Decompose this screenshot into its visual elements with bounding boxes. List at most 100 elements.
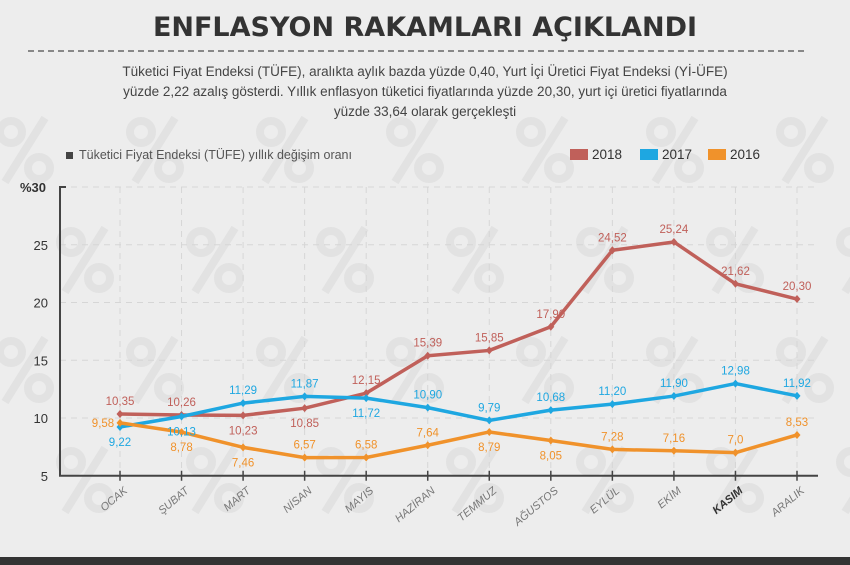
data-point bbox=[301, 392, 309, 401]
data-point bbox=[301, 453, 309, 462]
series-line-2016 bbox=[119, 421, 798, 460]
data-point bbox=[116, 409, 124, 418]
legend-2018: 2018 bbox=[570, 147, 622, 162]
legend-label: 2017 bbox=[662, 147, 693, 162]
data-label: 7,16 bbox=[663, 433, 685, 445]
data-label: 15,85 bbox=[475, 332, 504, 344]
page-title: ENFLASYON RAKAMLARI AÇIKLANDI bbox=[152, 12, 698, 43]
data-label: 10,13 bbox=[167, 426, 196, 438]
data-label: 12,15 bbox=[352, 375, 381, 387]
data-label: 9,22 bbox=[109, 437, 131, 449]
data-point bbox=[547, 406, 555, 415]
data-label: 6,58 bbox=[355, 440, 377, 452]
data-point bbox=[362, 453, 370, 462]
data-label: 6,57 bbox=[293, 440, 315, 452]
percent-watermark-icon bbox=[516, 115, 574, 185]
data-label: 24,52 bbox=[598, 232, 627, 244]
data-point bbox=[239, 399, 247, 408]
y-tick-label: %30 bbox=[20, 180, 46, 195]
x-tick-label: NİSAN bbox=[281, 485, 315, 516]
data-label: 15,39 bbox=[413, 338, 442, 350]
x-tick-label: AĞUSTOS bbox=[511, 484, 562, 529]
legend-swatch bbox=[570, 149, 588, 160]
subtitle: Tüketici Fiyat Endeksi (TÜFE), aralıkta … bbox=[122, 64, 728, 119]
data-label: 9,79 bbox=[478, 402, 500, 414]
data-point bbox=[301, 404, 309, 413]
data-label: 10,23 bbox=[229, 425, 258, 437]
data-point bbox=[608, 400, 616, 409]
bullet-icon bbox=[66, 152, 73, 159]
percent-watermark-icon bbox=[316, 225, 374, 295]
data-label: 8,53 bbox=[786, 417, 808, 429]
series-line-2017 bbox=[119, 381, 798, 429]
data-point bbox=[547, 322, 555, 331]
data-label: 25,24 bbox=[660, 224, 689, 236]
chart-title-text: Tüketici Fiyat Endeksi (TÜFE) yıllık değ… bbox=[79, 148, 352, 162]
percent-watermark-icon bbox=[516, 335, 574, 405]
legend-2017: 2017 bbox=[640, 147, 692, 162]
data-label: 17,90 bbox=[536, 309, 565, 321]
x-tick-label: ARALIK bbox=[768, 484, 807, 519]
y-tick-label: 5 bbox=[41, 469, 48, 484]
data-label: 7,28 bbox=[601, 431, 623, 443]
percent-watermark-icon bbox=[836, 227, 850, 295]
data-label: 11,90 bbox=[660, 378, 688, 390]
percent-watermark-icon bbox=[386, 335, 444, 405]
data-point bbox=[485, 427, 493, 436]
data-label: 11,72 bbox=[352, 408, 380, 420]
data-label: 10,68 bbox=[536, 392, 565, 404]
data-point bbox=[793, 430, 801, 439]
data-point bbox=[362, 394, 370, 403]
data-label: 8,05 bbox=[540, 451, 562, 463]
percent-watermark-icon bbox=[126, 335, 184, 405]
data-point bbox=[178, 412, 186, 421]
y-tick-label: 10 bbox=[34, 411, 48, 426]
percent-watermark-icon bbox=[706, 225, 764, 295]
percent-watermark-icon bbox=[576, 445, 634, 515]
percent-watermark-icon bbox=[446, 445, 504, 515]
percent-watermark-icon bbox=[646, 115, 704, 185]
data-point bbox=[178, 428, 186, 437]
data-label: 11,29 bbox=[229, 385, 257, 397]
data-point bbox=[116, 423, 124, 432]
data-point bbox=[424, 351, 432, 360]
percent-watermark-icon bbox=[186, 225, 244, 295]
chart-title: Tüketici Fiyat Endeksi (TÜFE) yıllık değ… bbox=[66, 148, 352, 162]
axis bbox=[59, 186, 818, 477]
data-label: 11,87 bbox=[291, 378, 319, 390]
data-point bbox=[239, 411, 247, 420]
x-tick-label: OCAK bbox=[98, 484, 130, 514]
x-tick-label: MART bbox=[222, 484, 254, 514]
percent-watermark-icon bbox=[126, 115, 184, 185]
data-label: 7,0 bbox=[727, 435, 743, 447]
data-label: 8,78 bbox=[170, 442, 192, 454]
x-tick-label: MAYIS bbox=[343, 484, 377, 515]
data-point bbox=[731, 448, 739, 457]
x-tick-label: HAZİRAN bbox=[393, 485, 438, 525]
percent-watermark-icon bbox=[256, 115, 314, 185]
data-label: 12,98 bbox=[721, 366, 750, 378]
legend-swatch bbox=[708, 149, 726, 160]
footer-bar bbox=[0, 557, 850, 565]
x-tick-label: TEMMUZ bbox=[455, 484, 500, 524]
data-label: 11,20 bbox=[598, 386, 626, 398]
percent-watermark-icon bbox=[836, 447, 850, 515]
y-tick-label: 15 bbox=[34, 353, 48, 368]
data-point bbox=[485, 416, 493, 425]
data-point bbox=[547, 436, 555, 445]
data-label: 10,35 bbox=[106, 396, 135, 408]
data-label: 7,46 bbox=[232, 457, 254, 469]
percent-watermark-icon bbox=[0, 115, 54, 185]
data-point bbox=[485, 346, 493, 355]
data-point bbox=[362, 389, 370, 398]
data-point bbox=[424, 403, 432, 412]
data-point bbox=[670, 237, 678, 246]
data-point bbox=[608, 445, 616, 454]
data-label: 9,58 bbox=[92, 418, 114, 430]
data-point bbox=[670, 446, 678, 455]
legend-2016: 2016 bbox=[708, 147, 760, 162]
data-label: 11,92 bbox=[783, 378, 811, 390]
data-label: 20,30 bbox=[783, 281, 812, 293]
percent-watermark-icon bbox=[386, 115, 444, 185]
